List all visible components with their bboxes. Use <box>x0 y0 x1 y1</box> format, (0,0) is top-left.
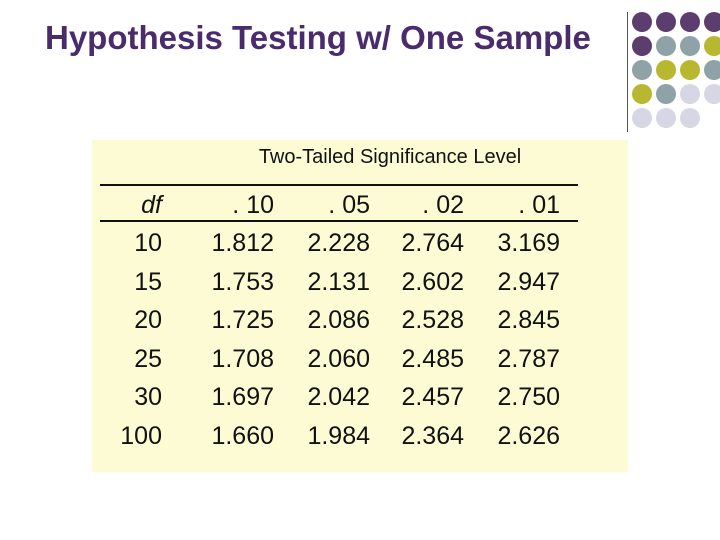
table-cell: 2.750 <box>497 383 560 411</box>
table-cell: 2.086 <box>307 306 370 334</box>
table-cell: 1.697 <box>211 383 274 411</box>
rule <box>100 184 578 186</box>
column-header: . 10 <box>232 191 274 219</box>
table-cell: 30 <box>134 383 162 411</box>
table-cell: 2.947 <box>497 267 560 296</box>
divider <box>627 12 628 132</box>
column-header: . 05 <box>328 191 370 219</box>
slide-title: Hypothesis Testing w/ One Sample <box>45 19 591 56</box>
table-cell: 2.528 <box>401 306 464 334</box>
table-cell: 2.457 <box>401 383 464 411</box>
table-cell: 25 <box>134 344 162 373</box>
table-cell: 2.602 <box>401 267 464 296</box>
table-cell: 10 <box>134 229 162 257</box>
table-caption: Two-Tailed Significance Level <box>258 146 522 168</box>
decoration <box>632 12 720 128</box>
table-cell: 2.131 <box>307 267 370 296</box>
table-cell: 2.228 <box>307 229 370 257</box>
column-header: . 02 <box>422 191 464 219</box>
table-panel: Two-Tailed Significance Level df . 10 . 05… <box>92 140 628 472</box>
table-cell: 2.626 <box>497 421 560 450</box>
table-cell: 100 <box>120 421 162 450</box>
table-cell: 2.042 <box>307 383 370 411</box>
table-cell: 20 <box>134 306 162 334</box>
table-cell: 2.485 <box>401 344 464 373</box>
table-cell: 2.364 <box>401 421 464 450</box>
table-cell: 2.787 <box>497 344 560 373</box>
table-cell: 1.725 <box>211 306 274 334</box>
table-cell: 1.660 <box>211 421 274 450</box>
dot-grid <box>632 12 720 128</box>
column-header: df <box>141 191 162 219</box>
table-cell: 1.708 <box>211 344 274 373</box>
table-cell: 2.060 <box>307 344 370 373</box>
table-cell: 2.845 <box>497 306 560 334</box>
table-cell: 1.984 <box>307 421 370 450</box>
rule <box>100 220 578 222</box>
table-cell: 15 <box>134 267 162 296</box>
table-cell: 3.169 <box>497 229 560 257</box>
table-cell: 2.764 <box>401 229 464 257</box>
column-header: . 01 <box>518 191 560 219</box>
table-cell: 1.753 <box>211 267 274 296</box>
table-cell: 1.812 <box>211 229 274 257</box>
